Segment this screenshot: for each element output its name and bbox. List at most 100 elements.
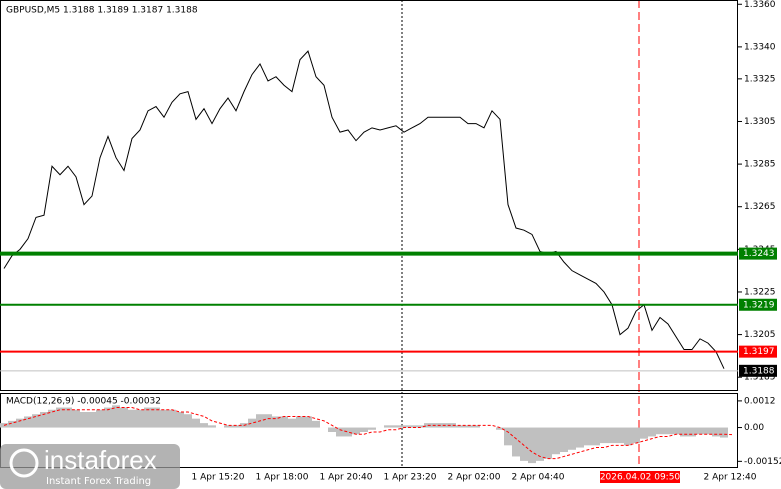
level-label: 1.3219 [743, 300, 775, 310]
macd-bar [64, 407, 72, 428]
macd-bar [104, 407, 112, 428]
y-tick-label: 1.3225 [744, 287, 776, 297]
level-label: 1.3243 [743, 249, 775, 259]
cursor-time-box [600, 471, 680, 483]
macd-bar [328, 427, 336, 432]
level-label-box [739, 345, 777, 358]
macd-bar [176, 412, 184, 428]
macd-bar [368, 427, 376, 430]
y-tick-label: 1.3285 [744, 160, 776, 170]
macd-bar [128, 409, 136, 428]
macd-bar [304, 416, 312, 428]
macd-bar [80, 412, 88, 428]
macd-bar [296, 416, 304, 428]
macd-bar [600, 427, 608, 444]
macd-bar [696, 427, 704, 435]
macd-bar [16, 418, 24, 428]
macd-bar [720, 427, 728, 438]
macd-bar [520, 427, 528, 461]
macd-bar [568, 427, 576, 450]
x-tick-label: 1 Apr 18:00 [256, 473, 309, 483]
main-frame [0, 0, 738, 391]
x-tick-label: 2 Apr 02:00 [448, 473, 501, 483]
macd-bar [688, 427, 696, 437]
macd-bar [416, 425, 424, 428]
price-line [3, 50, 725, 369]
macd-bar [32, 414, 40, 428]
macd-bar [664, 427, 672, 435]
macd-bar [248, 418, 256, 428]
macd-bar [272, 416, 280, 428]
macd-bar [160, 409, 168, 428]
macd-bar [312, 420, 320, 428]
macd-bar [624, 427, 632, 446]
x-tick-label: 1 Apr 20:40 [320, 473, 373, 483]
macd-bar [120, 407, 128, 428]
macd-bar [336, 427, 344, 437]
macd-bar [472, 425, 480, 428]
y-tick-label: 0.00 [744, 423, 764, 433]
macd-bar [384, 425, 392, 428]
macd-bar [208, 425, 216, 428]
level-label: 1.3197 [743, 347, 775, 357]
level-label-box [739, 247, 777, 260]
macd-title: MACD(12,26,9) -0.00045 -0.00032 [6, 397, 161, 407]
y-tick-label: 1.3185 [744, 373, 776, 383]
y-tick-label: 1.3265 [744, 202, 776, 212]
watermark-tagline: Instant Forex Trading [46, 476, 151, 487]
macd-bar [136, 409, 144, 428]
level-label-box [739, 298, 777, 311]
macd-bar [704, 427, 712, 435]
x-tick-label: 2 Apr 12:40 [704, 473, 757, 483]
macd-bar [392, 425, 400, 428]
macd-bar [48, 409, 56, 428]
macd-bar [280, 416, 288, 428]
macd-bar [360, 427, 368, 432]
macd-bar [232, 425, 240, 428]
macd-bar [576, 427, 584, 448]
macd-bar [264, 414, 272, 428]
macd-bar [512, 427, 520, 457]
y-tick-label: 1.3325 [744, 74, 776, 84]
macd-bar [168, 409, 176, 428]
y-tick-label: -0.00152 [744, 457, 781, 467]
macd-bar [456, 425, 464, 428]
macd-bar [448, 423, 456, 428]
y-tick-label: 1.3340 [744, 42, 776, 52]
macd-bar [544, 427, 552, 459]
macd-bar [56, 407, 64, 428]
macd-frame [0, 393, 738, 468]
y-tick-label: 0.0012 [744, 396, 776, 406]
macd-bar [592, 427, 600, 446]
macd-bar [672, 427, 680, 435]
macd-bar [200, 423, 208, 428]
watermark-icon [9, 448, 39, 478]
macd-bar [552, 427, 560, 455]
macd-bar [464, 425, 472, 428]
macd-bar [40, 412, 48, 428]
macd-bar [192, 418, 200, 428]
watermark-brand: instaforex [44, 445, 157, 475]
macd-bar [640, 427, 648, 439]
macd-bar [536, 427, 544, 461]
y-tick-label: 1.3305 [744, 117, 776, 127]
macd-bar [504, 427, 512, 446]
macd-bar [144, 407, 152, 428]
y-tick-label: 1.3205 [744, 330, 776, 340]
x-tick-label: 1 Apr 15:20 [192, 473, 245, 483]
macd-bar [496, 427, 504, 430]
macd-bar [96, 409, 104, 428]
macd-bar [656, 427, 664, 435]
macd-bar [400, 425, 408, 428]
macd-bar [8, 420, 16, 428]
macd-bar [344, 427, 352, 437]
macd-bar [72, 409, 80, 428]
macd-bar [112, 405, 120, 428]
macd-bar [560, 427, 568, 452]
macd-bar [24, 416, 32, 428]
current-price-box [739, 364, 777, 377]
y-tick-label: 1.3360 [744, 0, 776, 10]
cursor-time-label: 2026.04.02 09:50 [600, 473, 681, 483]
